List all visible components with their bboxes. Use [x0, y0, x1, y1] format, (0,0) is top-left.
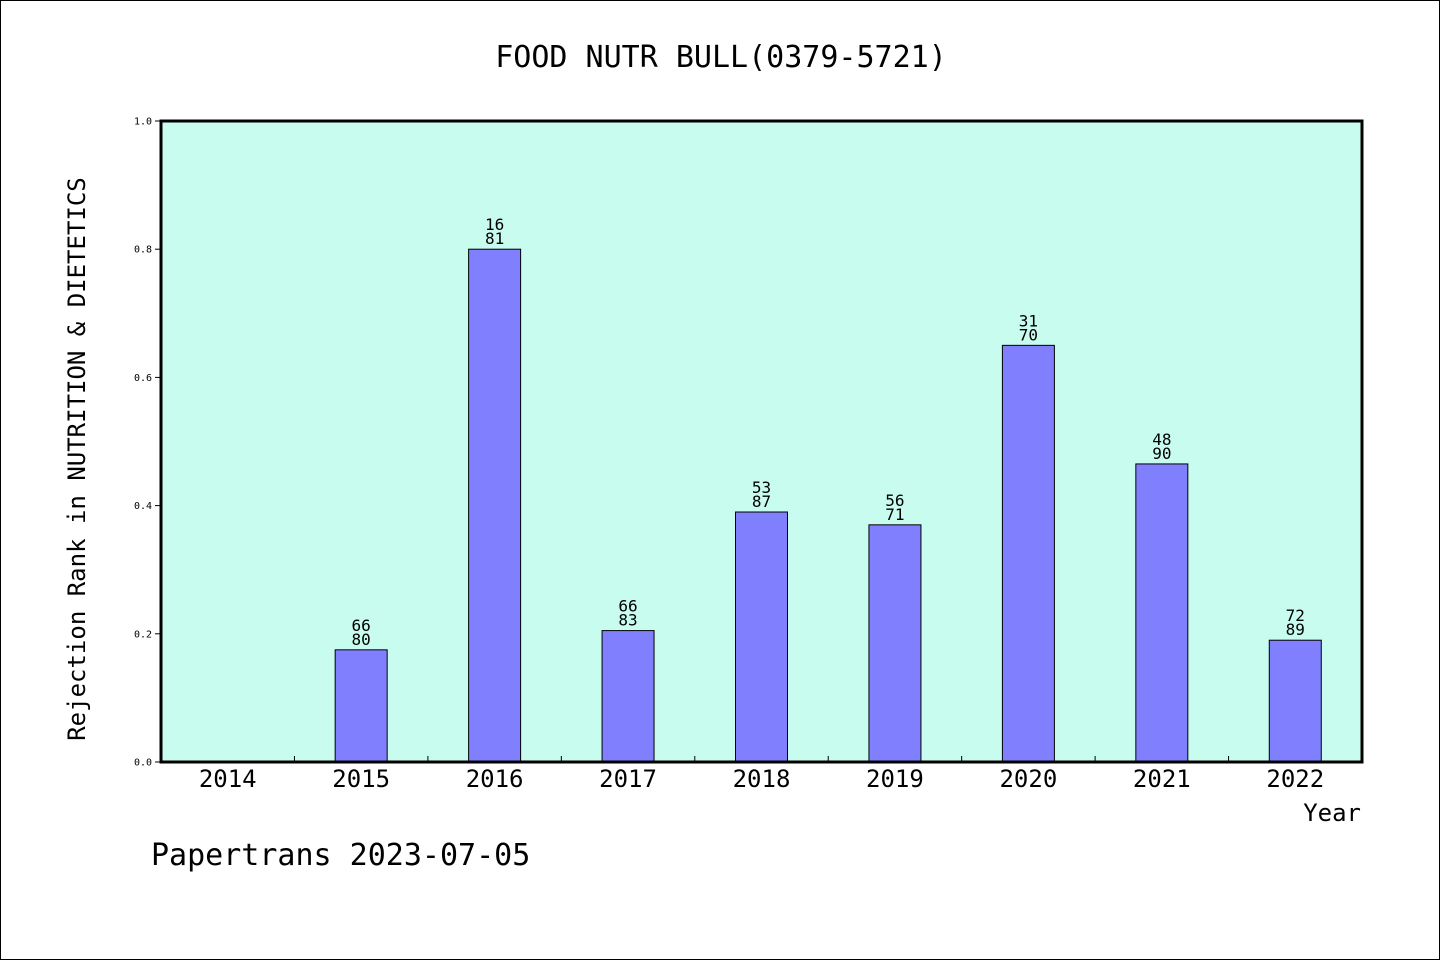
x-tick-label: 2019 — [866, 765, 924, 793]
y-axis-label: Rejection Rank in NUTRITION & DIETETICS — [63, 177, 91, 741]
x-tick-label: 2017 — [599, 765, 657, 793]
y-tick-label: 0.6 — [134, 373, 152, 384]
x-tick-label: 2021 — [1133, 765, 1191, 793]
bar-label-top: 72 — [1286, 606, 1305, 625]
x-tick-label: 2018 — [733, 765, 791, 793]
bar-label-top: 53 — [752, 478, 771, 497]
y-tick-label: 0.4 — [134, 501, 152, 512]
bar-label-bottom: 90 — [1152, 444, 1171, 463]
bar-label-top: 66 — [352, 616, 371, 635]
x-tick-label: 2014 — [199, 765, 257, 793]
bar-label-top: 48 — [1152, 430, 1171, 449]
bar-label-bottom: 70 — [1019, 325, 1038, 344]
bar-label-bottom: 87 — [752, 492, 771, 511]
bar-2021 — [1135, 463, 1189, 763]
x-tick-label: 2016 — [466, 765, 524, 793]
y-tick-label: 1.0 — [134, 117, 152, 128]
y-axis-ticks: 0.0 0.2 0.4 0.6 0.8 1.0 — [134, 117, 161, 769]
bar-2019 — [868, 524, 922, 763]
y-tick-label: 0.2 — [134, 629, 152, 640]
bar-label-bottom: 81 — [485, 229, 504, 248]
bar-2017 — [601, 630, 655, 763]
x-axis-label: Year — [1303, 799, 1361, 827]
bar-2020 — [1001, 344, 1055, 763]
bar-label-bottom: 71 — [885, 505, 904, 524]
x-tick-label: 2020 — [999, 765, 1057, 793]
bar-label-top: 56 — [885, 491, 904, 510]
bar-label-bottom: 83 — [618, 611, 637, 630]
plot-border — [159, 119, 1364, 764]
x-axis-ticks: 2014 2015 2016 2017 2018 2019 2020 2021 2022 — [199, 756, 1324, 793]
x-tick-label: 2015 — [332, 765, 390, 793]
bar-label-top: 66 — [618, 597, 637, 616]
bar-2018 — [735, 511, 788, 763]
chart-title: FOOD NUTR BULL(0379-5721) — [495, 40, 947, 75]
bar-2015 — [334, 649, 388, 763]
bar-label-bottom: 89 — [1286, 620, 1305, 639]
bar-2022 — [1268, 639, 1322, 763]
bar-2016 — [468, 248, 522, 763]
x-tick-label: 2022 — [1266, 765, 1324, 793]
bar-label-top: 16 — [485, 215, 504, 234]
bar-label-bottom: 80 — [352, 630, 371, 649]
y-tick-label: 0.0 — [134, 758, 152, 769]
bar-label-top: 31 — [1019, 311, 1038, 330]
footer-credit: Papertrans 2023-07-05 — [151, 838, 530, 873]
y-tick-label: 0.8 — [134, 245, 152, 256]
